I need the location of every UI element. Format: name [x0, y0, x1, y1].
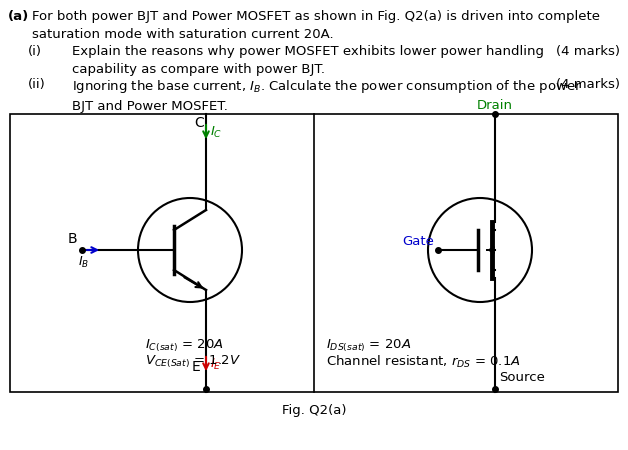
Text: $I_B$: $I_B$	[78, 255, 89, 270]
Text: Drain: Drain	[477, 99, 513, 112]
Circle shape	[428, 198, 532, 302]
Bar	[10, 114, 618, 392]
Text: Source: Source	[499, 371, 545, 384]
Text: Channel resistant, $r_{DS}$ = 0.1$A$: Channel resistant, $r_{DS}$ = 0.1$A$	[326, 354, 521, 370]
Circle shape	[138, 198, 242, 302]
Text: Explain the reasons why power MOSFET exhibits lower power handling
capability as: Explain the reasons why power MOSFET exh…	[72, 45, 544, 76]
Text: (a): (a)	[8, 10, 30, 23]
Text: For both power BJT and Power MOSFET as shown in Fig. Q2(a) is driven into comple: For both power BJT and Power MOSFET as s…	[32, 10, 600, 41]
Text: (ii): (ii)	[28, 78, 46, 91]
Text: (4 marks): (4 marks)	[556, 45, 620, 58]
Text: B: B	[67, 232, 77, 246]
Text: (i): (i)	[28, 45, 42, 58]
Text: Ignoring the base current, $I_B$. Calculate the power consumption of the power
B: Ignoring the base current, $I_B$. Calcul…	[72, 78, 582, 113]
Text: Fig. Q2(a): Fig. Q2(a)	[282, 404, 346, 417]
Text: E: E	[192, 360, 201, 374]
Text: (4 marks): (4 marks)	[556, 78, 620, 91]
Text: $I_C$: $I_C$	[210, 125, 222, 140]
Text: $I_E$: $I_E$	[210, 356, 222, 372]
Text: C: C	[194, 116, 203, 130]
Text: $I_{DS(sat)}$ = 20$A$: $I_{DS(sat)}$ = 20$A$	[326, 338, 411, 355]
Text: $V_{CE(Sat)}$ = 1.2$V$: $V_{CE(Sat)}$ = 1.2$V$	[145, 354, 241, 370]
Text: $I_{C(sat)}$ = 20$A$: $I_{C(sat)}$ = 20$A$	[145, 338, 224, 355]
Text: Gate: Gate	[402, 235, 434, 248]
